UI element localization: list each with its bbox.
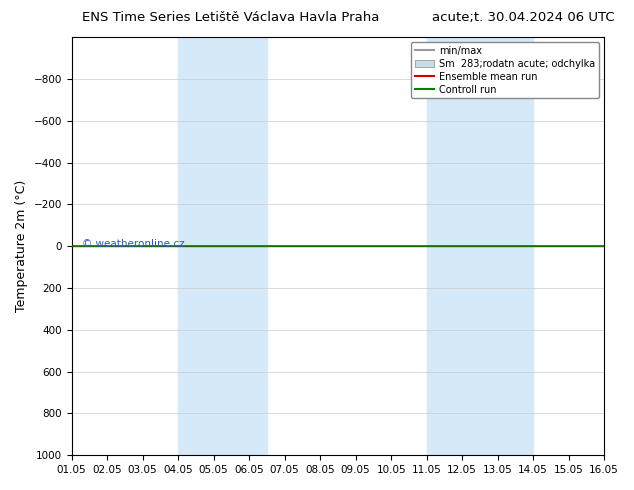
- Text: ENS Time Series Letiště Václava Havla Praha: ENS Time Series Letiště Václava Havla Pr…: [82, 11, 380, 24]
- Text: acute;t. 30.04.2024 06 UTC: acute;t. 30.04.2024 06 UTC: [432, 11, 615, 24]
- Y-axis label: Temperature 2m (°C): Temperature 2m (°C): [15, 180, 28, 312]
- Text: © weatheronline.cz: © weatheronline.cz: [82, 239, 185, 249]
- Legend: min/max, Sm  283;rodatn acute; odchylka, Ensemble mean run, Controll run: min/max, Sm 283;rodatn acute; odchylka, …: [411, 42, 599, 98]
- Bar: [178, 37, 267, 455]
- Bar: [427, 37, 533, 455]
